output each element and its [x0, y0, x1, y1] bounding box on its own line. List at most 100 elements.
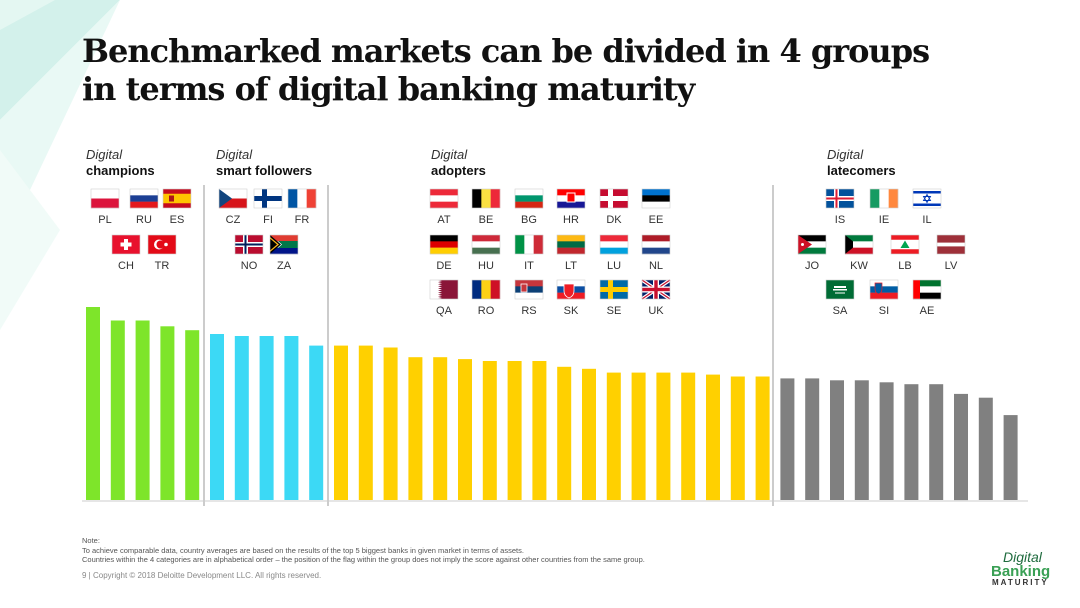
- flag-label: HR: [563, 214, 579, 226]
- flag-label: DK: [606, 214, 622, 226]
- flag-label: LB: [898, 260, 911, 272]
- flag-ie-icon: IE: [869, 188, 899, 226]
- flag-za-icon: ZA: [269, 234, 299, 272]
- bar: [606, 372, 621, 500]
- flag-fi-icon: FI: [253, 188, 283, 226]
- flag-label: RU: [136, 214, 152, 226]
- bar: [507, 361, 522, 500]
- flag-label: TR: [155, 260, 170, 272]
- group-label-smart-followers: Digital smart followers: [216, 147, 312, 179]
- note-line-2: Countries within the 4 categories are in…: [82, 555, 645, 564]
- flag-at-icon: AT: [429, 188, 459, 226]
- copyright: 9 | Copyright © 2018 Deloitte Developmen…: [82, 571, 322, 580]
- group-label-line1: Digital: [86, 147, 123, 162]
- page-title: Benchmarked markets can be divided in 4 …: [82, 32, 1042, 108]
- flag-label: IL: [922, 214, 931, 226]
- bar: [879, 382, 894, 500]
- bar: [681, 372, 696, 500]
- bar: [1003, 415, 1018, 500]
- flag-bg-icon: BG: [514, 188, 544, 226]
- flag-label: AE: [920, 305, 935, 317]
- flag-label: NO: [241, 260, 258, 272]
- flag-label: RS: [521, 305, 536, 317]
- flag-label: QA: [436, 305, 453, 317]
- flag-label: KW: [850, 260, 868, 272]
- bar: [805, 378, 820, 500]
- bar: [631, 372, 646, 500]
- bar: [656, 372, 671, 500]
- flag-ae-icon: AE: [912, 279, 942, 317]
- bar: [234, 336, 249, 500]
- bar: [110, 320, 125, 500]
- bar: [954, 393, 968, 501]
- bar: [854, 380, 869, 500]
- flag-it-icon: IT: [514, 234, 544, 272]
- bar: [458, 359, 472, 500]
- group-label-line1: Digital: [431, 147, 468, 162]
- flag-label: CZ: [226, 214, 241, 226]
- bar: [185, 330, 200, 500]
- flag-es-icon: ES: [162, 188, 192, 226]
- flag-label: HU: [478, 260, 494, 272]
- flag-label: IS: [835, 214, 845, 226]
- flag-label: PL: [98, 214, 111, 226]
- bar: [755, 376, 770, 500]
- flag-jo-icon: JO: [797, 234, 827, 272]
- group-label-line2: smart followers: [216, 163, 313, 178]
- bar: [383, 347, 398, 500]
- flag-label: IT: [524, 260, 534, 272]
- flag-sk-icon: SK: [556, 279, 586, 317]
- group-dividers: [82, 185, 1028, 506]
- flag-ch-icon: CH: [111, 234, 141, 272]
- group-label-line2: champions: [86, 163, 155, 178]
- flag-label: FR: [295, 214, 310, 226]
- flag-pl-icon: PL: [90, 188, 120, 226]
- flag-label: IE: [879, 214, 889, 226]
- bar: [532, 361, 547, 500]
- flag-no-icon: NO: [234, 234, 264, 272]
- flag-rs-icon: RS: [514, 279, 544, 317]
- flag-nl-icon: NL: [641, 234, 671, 272]
- flag-grid: PL RU ES CH TR CZ FI FR NO ZA AT BE BG HR DK EE DE HU IT LT…: [90, 188, 966, 317]
- flag-il-icon: IL: [912, 188, 942, 226]
- group-label-line2: adopters: [431, 163, 486, 178]
- flag-label: DE: [436, 260, 451, 272]
- bar: [706, 374, 720, 501]
- flag-label: EE: [649, 214, 664, 226]
- flag-label: ZA: [277, 260, 292, 272]
- flag-label: JO: [805, 260, 820, 272]
- flag-label: SK: [564, 305, 579, 317]
- flag-label: RO: [478, 305, 495, 317]
- flag-label: LU: [607, 260, 621, 272]
- note-label: Note:: [82, 536, 100, 545]
- flag-is-icon: IS: [825, 188, 855, 226]
- flag-dk-icon: DK: [599, 188, 629, 226]
- flag-lb-icon: LB: [890, 234, 920, 272]
- bar: [160, 326, 175, 500]
- logo-line-1: Digital: [1003, 549, 1042, 565]
- group-label-adopters: Digital adopters: [431, 147, 486, 179]
- flag-qa-icon: QA: [429, 279, 459, 317]
- bar: [135, 320, 150, 500]
- bar: [929, 384, 944, 500]
- bar: [978, 397, 993, 500]
- bar: [780, 378, 795, 500]
- bar: [433, 357, 448, 500]
- bar: [408, 357, 423, 500]
- bar: [334, 345, 348, 500]
- flag-lt-icon: LT: [556, 234, 586, 272]
- flag-label: UK: [648, 305, 664, 317]
- flag-ee-icon: EE: [641, 188, 671, 226]
- group-label-latecomers: Digital latecomers: [827, 147, 896, 179]
- flag-hu-icon: HU: [471, 234, 501, 272]
- group-label-line2: latecomers: [827, 163, 896, 178]
- bar: [830, 380, 844, 500]
- group-label-line1: Digital: [216, 147, 253, 162]
- flag-label: SI: [879, 305, 889, 317]
- title-line-1: Benchmarked markets can be divided in 4 …: [82, 32, 930, 70]
- bar: [904, 384, 919, 500]
- flag-label: ES: [170, 214, 185, 226]
- flag-label: SA: [833, 305, 848, 317]
- flag-cz-icon: CZ: [218, 188, 248, 226]
- group-label-champions: Digital champions: [86, 147, 155, 179]
